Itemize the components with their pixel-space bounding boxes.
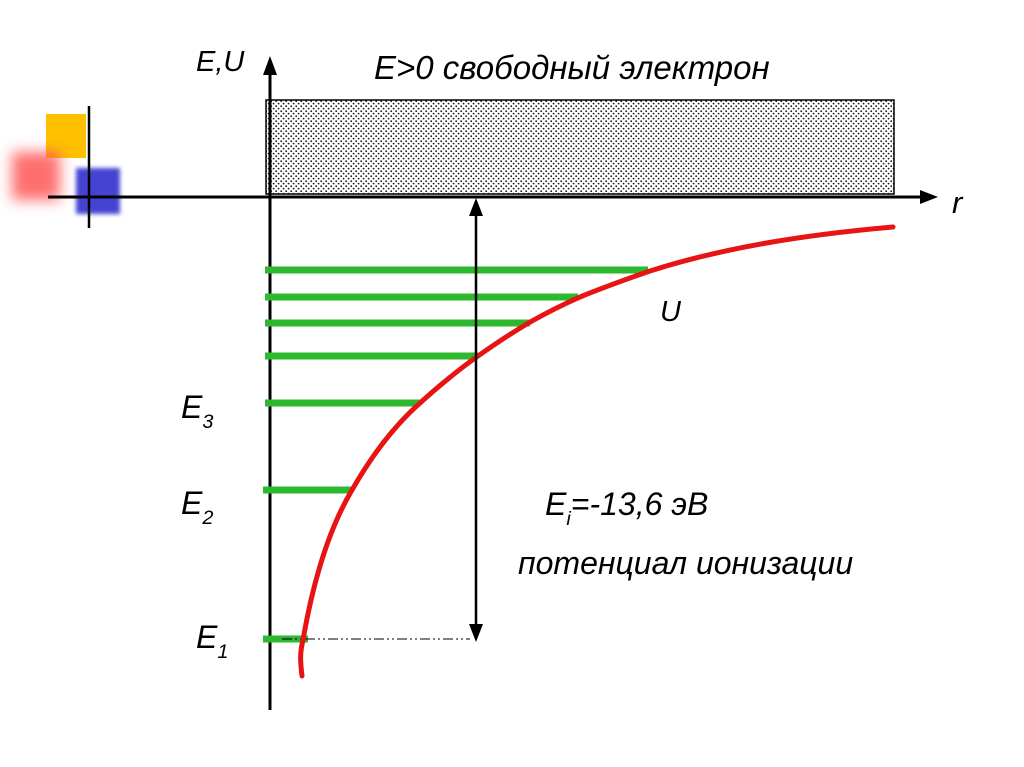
level-label-e1-sub: 1 [217,640,229,663]
logo-yellow-square [46,114,86,158]
slide-title: E>0 свободный электрон [374,49,770,86]
ionization-energy-label: Ei=-13,6 эВ [545,486,709,530]
y-axis-label: E,U [196,46,245,78]
ionization-arrow-up-head [469,198,483,216]
free-electron-region [265,99,895,195]
logo-red-square [12,152,60,200]
x-axis-label: r [952,185,963,220]
level-label-e1-base: E [196,619,218,655]
ionization-energy-base: E [545,486,567,522]
ionization-caption: потенциал ионизации [518,545,854,581]
ionization-energy-value: =-13,6 эВ [570,486,709,522]
ionization-arrow-down-head [469,624,483,642]
x-axis-arrowhead [920,190,938,204]
y-axis-arrowhead [263,56,277,75]
ionization-arrow [469,198,483,642]
level-label-e2-sub: 2 [202,506,214,529]
level-label-e3: E3 [181,389,214,433]
ionization-energy-sub: i [566,507,571,530]
slide-logo [12,106,120,228]
level-label-e3-base: E [181,389,203,425]
logo-blue-square [76,168,120,214]
potential-curve [298,224,896,679]
level-label-e3-sub: 3 [202,410,214,433]
level-label-e1: E1 [196,619,229,663]
level-label-e2: E2 [181,485,214,529]
level-label-e2-base: E [181,485,203,521]
curve-label: U [660,296,681,328]
energy-levels [263,266,648,643]
